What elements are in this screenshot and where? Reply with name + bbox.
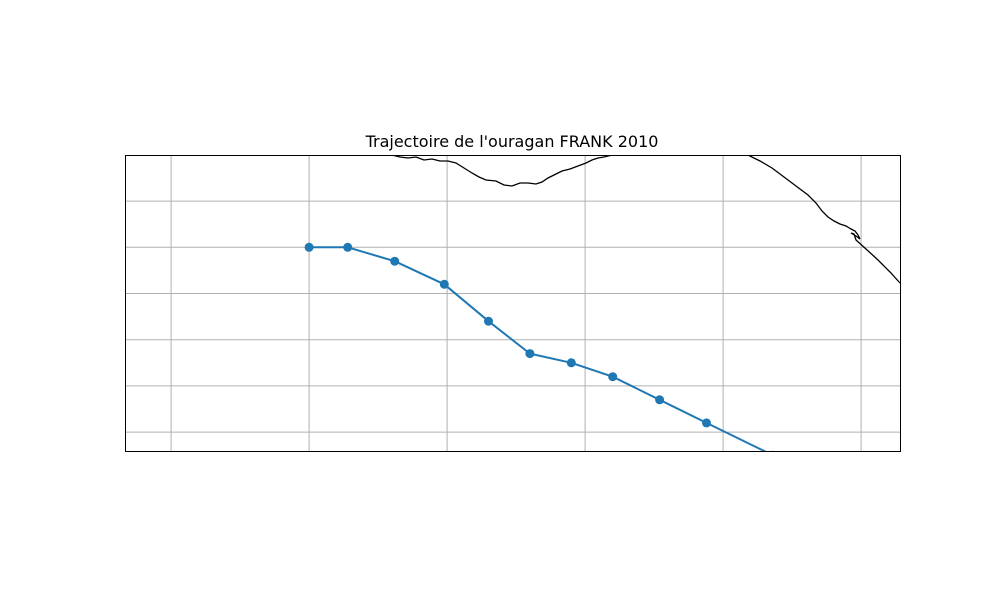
coastline	[391, 155, 901, 284]
track-point	[566, 358, 576, 368]
track-point	[484, 316, 493, 326]
hurricane-track	[304, 242, 776, 452]
coastline-mexico	[391, 155, 613, 187]
track-point	[439, 279, 449, 289]
plot-frame	[125, 155, 901, 452]
track-point	[702, 418, 711, 428]
chart-title: Trajectoire de l'ouragan FRANK 2010	[365, 132, 659, 151]
gridlines	[125, 155, 901, 452]
track-point	[390, 256, 400, 266]
plot-area-background	[125, 155, 901, 452]
track-point	[304, 242, 314, 252]
coastline-central-america	[747, 155, 901, 284]
track-point	[343, 242, 353, 252]
track-point	[655, 395, 665, 405]
track-point	[525, 349, 535, 359]
track-point	[608, 372, 618, 382]
